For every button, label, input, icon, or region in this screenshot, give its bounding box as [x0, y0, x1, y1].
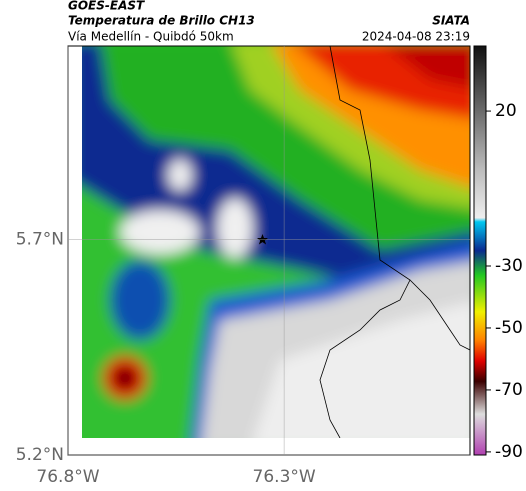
y-tick-label: 5.2°N [16, 445, 64, 465]
colorbar-tick-label: 20 [495, 101, 517, 121]
x-tick-label: 76.8°W [36, 467, 99, 487]
subtitle: Temperatura de Brillo CH13 [68, 14, 255, 28]
y-tick-label: 5.7°N [16, 230, 64, 250]
colorbar-tick-label: -30 [495, 256, 523, 276]
timestamp: 2024-04-08 23:19 [362, 30, 470, 44]
location-star [256, 234, 268, 245]
x-tick-label: 76.3°W [253, 467, 316, 487]
source: SIATA [432, 14, 470, 28]
map-raster [82, 46, 470, 438]
title: GOES-EAST [68, 0, 145, 13]
region: Vía Medellín - Quibdó 50km [68, 30, 234, 44]
colorbar-tick-label: -50 [495, 318, 523, 338]
colorbar-tick-label: -90 [495, 442, 523, 462]
colorbar [473, 45, 487, 456]
colorbar-tick-label: -70 [495, 380, 523, 400]
